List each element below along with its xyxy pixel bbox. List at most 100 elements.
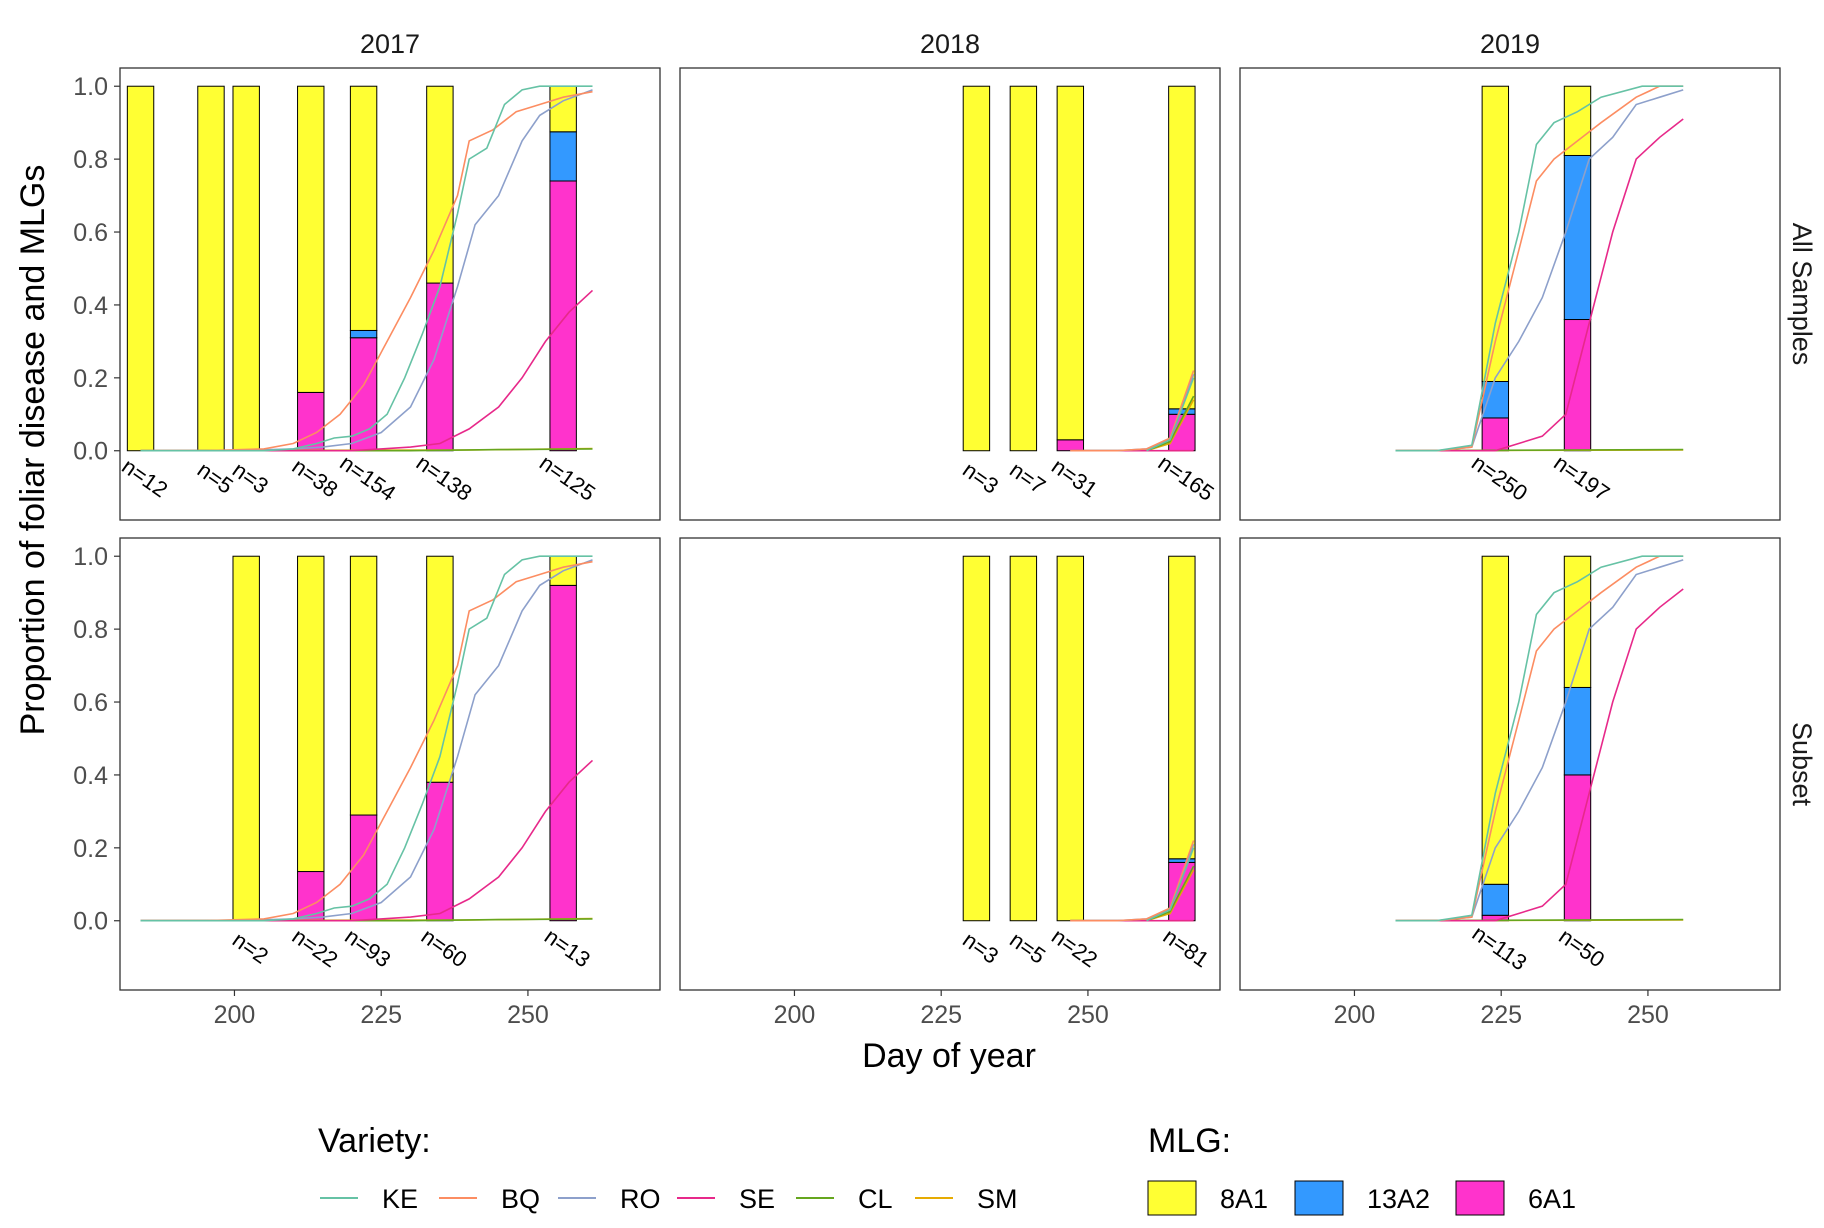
- variety-label: KE: [382, 1184, 418, 1214]
- bar-segment-8A1: [349, 85, 378, 331]
- x-tick-label: 200: [1334, 1001, 1376, 1029]
- bar: [1009, 555, 1038, 922]
- line-KE: [140, 555, 593, 922]
- bar-segment-8A1: [1563, 85, 1592, 156]
- bar-segment-13A2: [1481, 883, 1510, 916]
- facet-strip-row: All Samples: [1787, 223, 1817, 366]
- bar-segment-8A1: [232, 555, 260, 922]
- x-tick-label: 250: [1067, 1001, 1109, 1029]
- bar-segment-6A1: [1056, 439, 1085, 452]
- variety-lines: [140, 85, 594, 452]
- line-SE: [1395, 118, 1684, 452]
- y-tick-label: 0.2: [73, 365, 108, 393]
- variety-legend-title: Variety:: [318, 1122, 431, 1160]
- bar-segment-8A1: [1009, 555, 1038, 922]
- bar-segment-6A1: [549, 180, 577, 452]
- bar-segment-6A1: [349, 814, 378, 922]
- bar: [349, 85, 378, 452]
- facet-strip-year: 2017: [360, 29, 420, 59]
- variety-label: CL: [858, 1184, 893, 1214]
- facet-strips: 2017 2018 2019 All Samples Subset: [360, 29, 1817, 807]
- panel-2019-subset: n=113 n=50: [1239, 537, 1781, 991]
- line-KE: [1395, 85, 1684, 452]
- y-tick-label: 1.0: [73, 543, 108, 571]
- line-KE: [140, 85, 593, 452]
- bar-segment-8A1: [962, 555, 991, 922]
- mlg-key-8A1: [1147, 1180, 1197, 1216]
- bar-segment-8A1: [1168, 85, 1196, 410]
- bar-segment-8A1: [297, 85, 325, 393]
- bar: [1168, 85, 1196, 452]
- line-KE: [1146, 377, 1195, 452]
- panel-2018-all-samples: n=3 n=7n=31 n=165: [679, 67, 1221, 521]
- bar-segment-6A1: [426, 781, 454, 922]
- bar: [1563, 85, 1592, 452]
- x-tick-label: 225: [360, 1001, 402, 1029]
- bar: [1563, 555, 1592, 922]
- y-tick-label: 0.8: [73, 146, 108, 174]
- bar-segment-8A1: [197, 85, 225, 452]
- x-tick-label: 200: [774, 1001, 816, 1029]
- bar-segment-6A1: [1481, 417, 1510, 452]
- line-RO: [140, 559, 593, 922]
- mlg-key-13A2: [1294, 1180, 1344, 1216]
- chart-axes: 0.0 0.2 0.4 0.6 0.8 1.0 0.0 0.2 0.4 0.6 0.8 1.0 200 2…: [73, 73, 1669, 1029]
- bar-segment-6A1: [349, 337, 378, 452]
- mlg-key-6A1: [1455, 1180, 1505, 1216]
- line-BQ: [1395, 85, 1684, 452]
- bar-segment-8A1: [232, 85, 260, 452]
- bar-segment-8A1: [349, 555, 378, 816]
- variety-label: BQ: [501, 1184, 540, 1214]
- bar: [962, 555, 991, 922]
- bar: [549, 555, 577, 922]
- panel-border: [119, 67, 661, 521]
- line-KE: [1146, 847, 1195, 922]
- bar-segment-6A1: [549, 584, 577, 922]
- bar-segment-8A1: [1009, 85, 1038, 452]
- bar-segment-8A1: [426, 85, 454, 284]
- y-axis-title: Proportion of foliar disease and MLGs: [14, 165, 52, 736]
- y-tick-label: 0.6: [73, 689, 108, 717]
- bar: [549, 85, 577, 452]
- line-SE: [1395, 588, 1684, 922]
- bar-segment-8A1: [1168, 555, 1196, 860]
- bar-segment-8A1: [426, 555, 454, 783]
- variety-lines: [1070, 840, 1195, 922]
- facet-strip-year: 2018: [920, 29, 980, 59]
- facet-strip-year: 2019: [1480, 29, 1540, 59]
- bar: [426, 555, 454, 922]
- bar: [297, 85, 325, 452]
- bar: [1481, 555, 1510, 922]
- bar-segment-6A1: [1563, 319, 1592, 452]
- line-BQ: [1395, 555, 1684, 922]
- line-SE: [140, 289, 594, 452]
- line-SE: [140, 759, 594, 922]
- facet-strip-row: Subset: [1787, 722, 1817, 807]
- bar-segment-6A1: [1563, 774, 1592, 922]
- bar: [426, 85, 454, 452]
- x-tick-label: 225: [1480, 1001, 1522, 1029]
- bar-segment-13A2: [549, 131, 577, 182]
- panel-border: [1239, 537, 1781, 991]
- panel-border: [679, 67, 1221, 521]
- bar-segment-13A2: [1563, 686, 1592, 776]
- bar: [1056, 85, 1085, 452]
- line-BQ: [140, 90, 593, 452]
- variety-legend: Variety: KE BQ RO SE CL SM: [318, 1122, 1018, 1214]
- mlg-label: 13A2: [1367, 1184, 1430, 1214]
- y-tick-label: 0.0: [73, 908, 108, 936]
- bar-segment-6A1: [297, 871, 325, 922]
- panel-border: [119, 537, 661, 991]
- y-tick-label: 0.4: [73, 762, 108, 790]
- bar: [232, 555, 260, 922]
- bar-segment-8A1: [1481, 555, 1510, 885]
- bar-segment-8A1: [1481, 85, 1510, 382]
- bar-segment-8A1: [1056, 555, 1085, 922]
- x-axis-title: Day of year: [862, 1037, 1036, 1075]
- line-RO: [140, 89, 593, 452]
- variety-lines: [1395, 85, 1684, 452]
- x-tick-label: 250: [1627, 1001, 1669, 1029]
- bar: [1056, 555, 1085, 922]
- bar-segment-8A1: [962, 85, 991, 452]
- y-tick-label: 1.0: [73, 73, 108, 101]
